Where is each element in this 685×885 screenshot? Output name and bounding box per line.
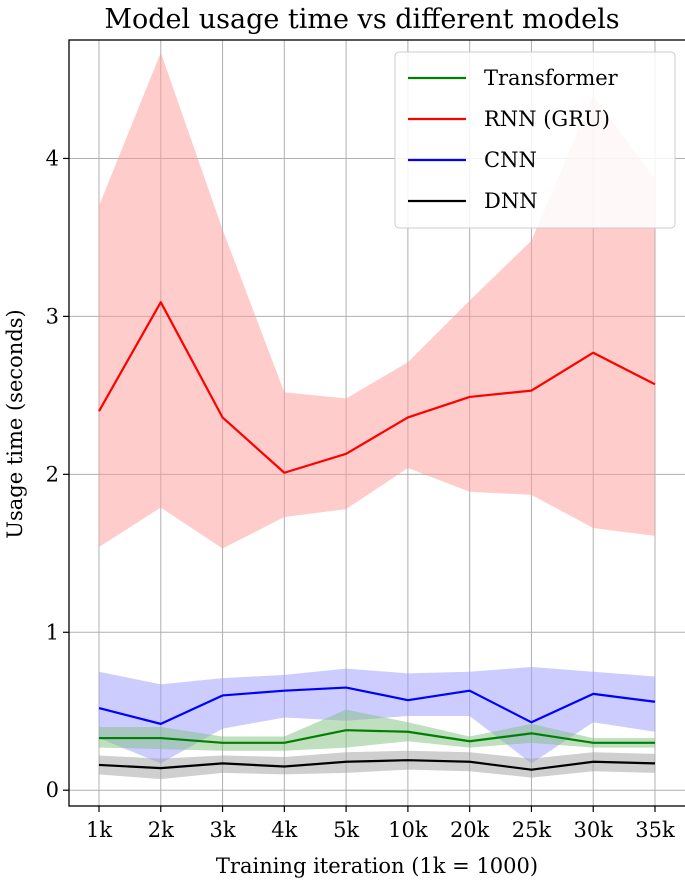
legend-label: RNN (GRU) <box>484 107 610 131</box>
x-tick-label: 5k <box>333 818 359 842</box>
chart-title: Model usage time vs different models <box>104 4 619 35</box>
line-transformer <box>99 729 655 744</box>
legend-label: CNN <box>484 148 537 172</box>
y-axis-label: Usage time (seconds) <box>3 309 27 538</box>
y-tick-label: 3 <box>46 304 59 328</box>
line-dnn <box>98 759 656 771</box>
series-lines <box>98 301 656 771</box>
x-tick-label: 30k <box>573 818 613 842</box>
x-tick-label: 10k <box>388 818 428 842</box>
legend-box <box>394 51 676 229</box>
y-tick-label: 0 <box>46 778 59 802</box>
x-tick-label: 3k <box>210 818 236 842</box>
error-bands <box>99 52 655 780</box>
y-tick-label: 2 <box>46 462 59 486</box>
legend: Transformer RNN (GRU) CNN DNN <box>394 51 676 229</box>
plot-frame <box>68 39 685 807</box>
line-cnn <box>98 686 656 725</box>
x-axis-label: Training iteration (1k = 1000) <box>216 854 538 878</box>
x-tick-label: 2k <box>148 818 174 842</box>
legend-label: DNN <box>484 189 538 213</box>
line-rnn-gru <box>98 301 656 474</box>
x-tick-label: 20k <box>450 818 490 842</box>
x-tick-label: 1k <box>86 818 112 842</box>
x-tick-label: 25k <box>512 818 552 842</box>
band-dnn <box>99 750 655 780</box>
y-tick-label: 4 <box>46 146 59 170</box>
tick-labels: 1k 2k 3k 4k 5k 10k 20k 25k 30k 35k 0 1 2 3 4 <box>46 146 675 842</box>
band-rnn-gru <box>99 52 655 549</box>
legend-label: Transformer <box>484 66 619 90</box>
y-tick-label: 1 <box>46 620 59 644</box>
x-tick-label: 35k <box>635 818 675 842</box>
x-tick-label: 4k <box>271 818 297 842</box>
